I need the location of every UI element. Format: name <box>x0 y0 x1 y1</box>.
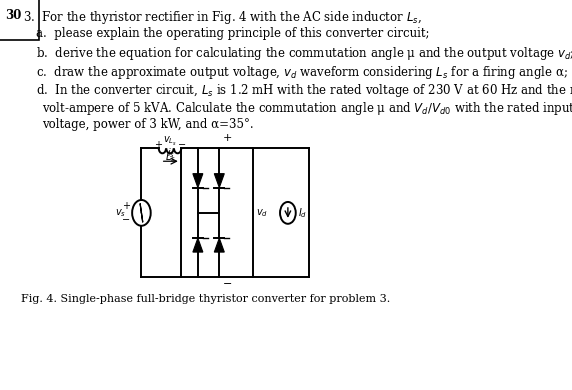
Text: c.  draw the approximate output voltage, $v_d$ waveform considering $L_s$ for a : c. draw the approximate output voltage, … <box>35 64 567 81</box>
Text: $v_d$: $v_d$ <box>256 207 268 219</box>
Polygon shape <box>193 174 203 188</box>
Text: −: − <box>223 279 233 289</box>
Text: a.  please explain the operating principle of this converter circuit;: a. please explain the operating principl… <box>35 27 429 41</box>
Text: $L_s$: $L_s$ <box>165 150 176 164</box>
Text: d.  In the converter circuit, $L_s$ is 1.2 mH with the rated voltage of 230 V at: d. In the converter circuit, $L_s$ is 1.… <box>35 82 572 99</box>
Text: 30: 30 <box>5 9 21 22</box>
Text: $v_{L_s}$: $v_{L_s}$ <box>163 135 177 149</box>
Text: Fig. 4. Single-phase full-bridge thyristor converter for problem 3.: Fig. 4. Single-phase full-bridge thyrist… <box>21 294 390 304</box>
Text: volt-ampere of 5 kVA. Calculate the commutation angle μ and $V_d/V_{d0}$ with th: volt-ampere of 5 kVA. Calculate the comm… <box>42 100 572 117</box>
Text: +: + <box>223 133 233 144</box>
Text: $v_s$: $v_s$ <box>116 207 126 219</box>
Text: b.  derive the equation for calculating the commutation angle μ and the output v: b. derive the equation for calculating t… <box>35 46 572 62</box>
Text: $i_s$: $i_s$ <box>168 147 176 160</box>
Text: $I_d$: $I_d$ <box>298 206 307 220</box>
Text: +: + <box>154 140 162 151</box>
Polygon shape <box>214 238 224 252</box>
Text: −: − <box>178 140 186 151</box>
Text: 3.  For the thyristor rectifier in Fig. 4 with the AC side inductor $L_s$,: 3. For the thyristor rectifier in Fig. 4… <box>23 9 422 27</box>
Text: +: + <box>122 201 130 211</box>
Polygon shape <box>193 238 203 252</box>
Polygon shape <box>214 174 224 188</box>
Text: voltage, power of 3 kW, and α=35°.: voltage, power of 3 kW, and α=35°. <box>42 118 254 131</box>
Text: −: − <box>122 215 130 225</box>
